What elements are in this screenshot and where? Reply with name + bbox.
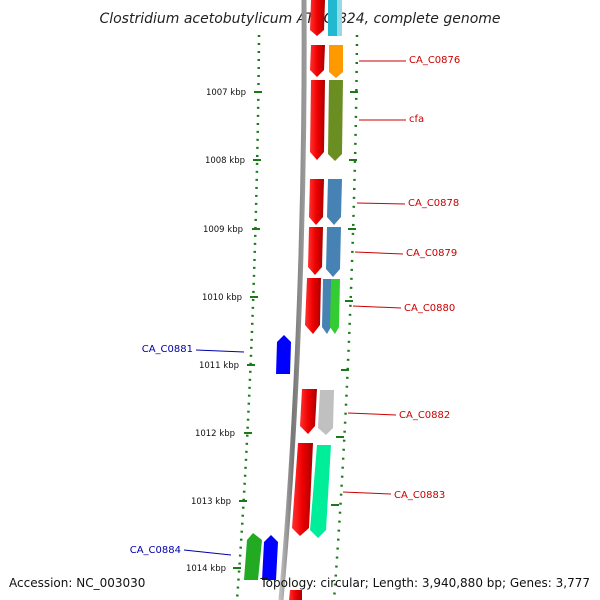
leader-line [183, 549, 232, 556]
tick-label: 1011 kbp [199, 361, 239, 371]
gene-label[interactable]: cfa [409, 114, 424, 125]
gene-arrow-ca-c0884-b[interactable] [262, 535, 278, 580]
tick-label: 1013 kbp [191, 497, 231, 507]
gene-arrow-ca-c0882[interactable] [318, 390, 334, 435]
cds-arrow[interactable] [305, 278, 321, 334]
gene-label[interactable]: CA_C0878 [408, 198, 459, 209]
ruler-track-outer [332, 34, 359, 600]
cds-arrow[interactable] [300, 389, 317, 434]
accession-text: Accession: NC_003030 [9, 576, 145, 590]
tick-label: 1009 kbp [203, 225, 243, 235]
gene-label[interactable]: CA_C0879 [406, 248, 457, 259]
gene-label[interactable]: CA_C0882 [399, 410, 450, 421]
cds-arrow[interactable] [310, 0, 325, 36]
cds-arrow[interactable] [289, 590, 302, 600]
gene-arrow-ca-c0880[interactable] [322, 279, 332, 334]
gene-label[interactable]: CA_C0884 [130, 545, 181, 556]
gene-arrow-ca-c0879[interactable] [326, 227, 341, 277]
gene-arrow-ca-c0876[interactable] [329, 45, 343, 78]
leader-line [356, 202, 406, 205]
topology-text: Topology: circular; Length: 3,940,880 bp… [259, 576, 590, 590]
gene-arrow-top-shade [337, 0, 342, 36]
ruler-ticks: 1007 kbp 1008 kbp 1009 kbp 1010 kbp 1011… [186, 88, 358, 574]
tick-label: 1008 kbp [205, 156, 245, 166]
gene-arrow-ca-c0883[interactable] [310, 445, 331, 538]
cds-arrow[interactable] [292, 443, 313, 536]
cds-track [289, 0, 325, 600]
leader-line [354, 251, 404, 255]
gene-label[interactable]: CA_C0876 [409, 55, 460, 66]
leader-line [352, 305, 402, 309]
ruler-track-inner [235, 34, 261, 600]
cds-arrow[interactable] [309, 179, 324, 225]
cds-arrow[interactable] [308, 227, 323, 275]
tick-label: 1014 kbp [186, 564, 226, 574]
gene-label[interactable]: CA_C0883 [394, 490, 445, 501]
gene-arrow-ca-c0880-b[interactable] [330, 279, 340, 334]
tick-label: 1007 kbp [206, 88, 246, 98]
gene-arrow-ca-c0881[interactable] [276, 335, 291, 374]
tick-label: 1010 kbp [202, 293, 242, 303]
genome-backbone [278, 0, 307, 600]
map-title: Clostridium acetobutylicum ATCC 824, com… [99, 11, 500, 27]
leader-line [342, 491, 392, 495]
leader-line [347, 412, 397, 416]
gene-arrow-ca-c0878[interactable] [327, 179, 342, 225]
gene-labels: CA_C0876 cfa CA_C0878 CA_C0879 CA_C0880 … [130, 55, 461, 556]
cds-arrow[interactable] [310, 45, 325, 77]
gene-arrow-cfa[interactable] [328, 80, 343, 161]
gene-arrow-ca-c0884[interactable] [244, 533, 262, 580]
leader-line [195, 349, 245, 353]
gene-label[interactable]: CA_C0881 [142, 344, 193, 355]
cds-arrow[interactable] [310, 80, 325, 160]
feature-track [244, 0, 343, 580]
gene-label[interactable]: CA_C0880 [404, 303, 455, 314]
tick-label: 1012 kbp [195, 429, 235, 439]
